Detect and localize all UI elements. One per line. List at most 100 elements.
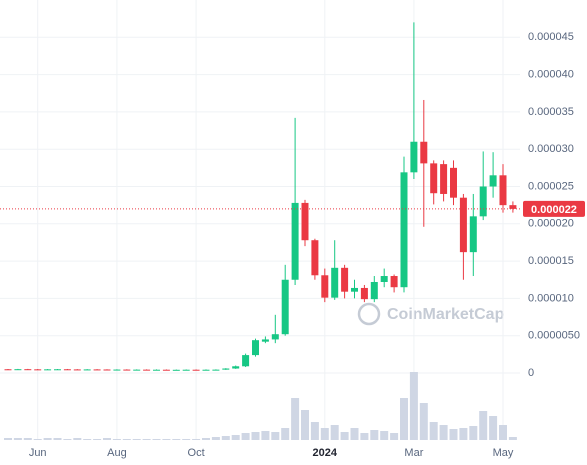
candle-body bbox=[34, 369, 42, 371]
candle-body bbox=[281, 279, 289, 335]
candle-body bbox=[341, 267, 349, 292]
candle-body bbox=[301, 202, 309, 241]
grid bbox=[0, 0, 520, 440]
volume-bar bbox=[508, 437, 517, 440]
y-tick-label: 0.000030 bbox=[528, 143, 574, 155]
volume-bar bbox=[103, 438, 111, 440]
candle-body bbox=[499, 175, 507, 206]
volume-bar bbox=[73, 438, 82, 440]
volume-bar bbox=[202, 438, 210, 440]
volume-bar bbox=[291, 398, 300, 440]
candle-body bbox=[321, 275, 329, 298]
volume-bar bbox=[241, 433, 250, 440]
candle-body bbox=[360, 287, 368, 300]
y-tick-label: 0.000040 bbox=[528, 69, 574, 81]
volume-bar bbox=[350, 428, 359, 440]
volume-bar bbox=[33, 439, 42, 440]
candle-body bbox=[380, 276, 388, 282]
candle-body bbox=[14, 369, 22, 371]
candle-body bbox=[172, 369, 180, 371]
candle-body bbox=[143, 369, 151, 371]
volume-bar bbox=[182, 439, 191, 440]
volume-bar bbox=[459, 428, 468, 440]
candle-body bbox=[242, 355, 250, 367]
watermark: CoinMarketCap bbox=[357, 302, 505, 326]
volume-bar bbox=[419, 403, 428, 440]
volume-bar bbox=[271, 432, 280, 440]
candle-body bbox=[351, 287, 358, 292]
volume-bar bbox=[63, 439, 72, 440]
candle-body bbox=[261, 339, 269, 342]
volume-bar bbox=[360, 433, 369, 440]
candle-body bbox=[63, 369, 71, 371]
volume-bar bbox=[112, 439, 121, 440]
candle-body bbox=[410, 141, 418, 173]
x-tick-label: Aug bbox=[107, 447, 127, 459]
candle-body bbox=[331, 267, 339, 298]
candle-body bbox=[24, 369, 32, 371]
y-tick-label: 0.000020 bbox=[528, 218, 574, 230]
candle-body bbox=[400, 172, 408, 288]
volume-bar bbox=[281, 428, 290, 440]
candle-body bbox=[311, 240, 319, 276]
volume-bar bbox=[211, 437, 220, 440]
volume-bar bbox=[53, 438, 62, 440]
candle-body bbox=[93, 369, 101, 371]
y-tick-label: 0.000025 bbox=[528, 180, 574, 192]
y-tick-label: 0 bbox=[528, 367, 534, 379]
candle-body bbox=[509, 205, 517, 209]
volume-bar bbox=[479, 411, 488, 440]
candle-body bbox=[271, 334, 279, 340]
x-tick-label: Mar bbox=[404, 447, 423, 459]
volume-bar bbox=[4, 438, 12, 440]
volume-bar bbox=[310, 422, 319, 440]
candle-body bbox=[73, 369, 81, 371]
candle-body bbox=[291, 202, 299, 280]
candle-body bbox=[182, 369, 190, 371]
candle-body bbox=[192, 369, 200, 371]
volume-bar bbox=[23, 438, 32, 440]
volume-bar bbox=[469, 426, 478, 440]
volume-bar bbox=[13, 438, 22, 440]
volume-bar bbox=[409, 372, 418, 440]
x-tick-label: Oct bbox=[188, 447, 205, 459]
volume-bar bbox=[439, 425, 448, 440]
candle-body bbox=[390, 276, 398, 288]
candle-body bbox=[420, 141, 428, 164]
volume-bar bbox=[162, 439, 171, 440]
volume-bar bbox=[370, 430, 379, 440]
candle-body bbox=[430, 163, 438, 194]
candle-body bbox=[54, 369, 61, 371]
y-tick-label: 0.000015 bbox=[528, 255, 574, 267]
volume-bar bbox=[43, 438, 52, 440]
volume-bar bbox=[261, 431, 270, 440]
volume-bar bbox=[122, 439, 131, 440]
volume-bar bbox=[93, 439, 102, 440]
candle-body bbox=[103, 369, 111, 371]
candle-body bbox=[450, 167, 457, 198]
volume-bar bbox=[301, 410, 309, 440]
watermark-text: CoinMarketCap bbox=[387, 306, 505, 323]
x-tick-label: May bbox=[493, 447, 514, 459]
volume-bar bbox=[400, 398, 408, 440]
volume-bar bbox=[142, 439, 151, 440]
candle-body bbox=[202, 369, 210, 371]
candle-body bbox=[440, 164, 448, 194]
volume-bar bbox=[221, 436, 230, 440]
candle-body bbox=[222, 368, 230, 370]
volume-bar bbox=[83, 439, 92, 440]
candle-body bbox=[370, 281, 378, 300]
x-tick-label: 2024 bbox=[313, 447, 338, 459]
watermark-logo bbox=[357, 302, 381, 326]
candle-body bbox=[479, 186, 487, 217]
volume-bar bbox=[380, 431, 389, 440]
candle-body bbox=[4, 369, 12, 371]
current-price-label: 0.000022 bbox=[531, 204, 577, 216]
candle-body bbox=[489, 175, 497, 187]
y-tick-label: 0.0000050 bbox=[528, 330, 580, 342]
volume-bar bbox=[231, 435, 240, 440]
y-tick-label: 0.000010 bbox=[528, 292, 574, 304]
volume-bar bbox=[499, 425, 507, 440]
volume-bar bbox=[251, 432, 260, 440]
